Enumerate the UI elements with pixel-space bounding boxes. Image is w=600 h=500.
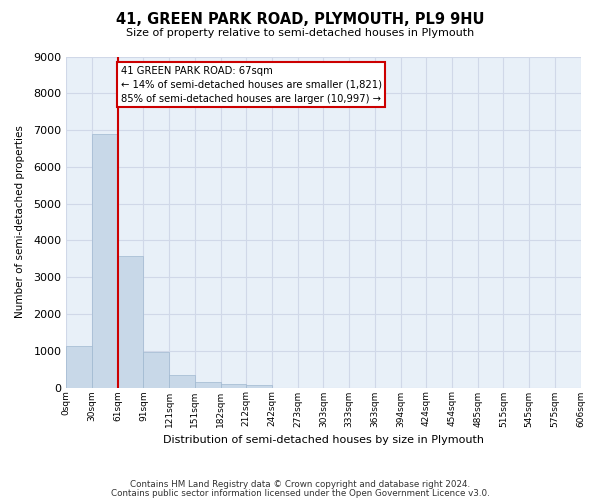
Text: Size of property relative to semi-detached houses in Plymouth: Size of property relative to semi-detach…	[126, 28, 474, 38]
Text: 41 GREEN PARK ROAD: 67sqm
← 14% of semi-detached houses are smaller (1,821)
85% : 41 GREEN PARK ROAD: 67sqm ← 14% of semi-…	[121, 66, 382, 104]
Bar	[67, 346, 92, 388]
Bar	[143, 352, 169, 388]
Bar	[195, 382, 221, 388]
Text: 41, GREEN PARK ROAD, PLYMOUTH, PL9 9HU: 41, GREEN PARK ROAD, PLYMOUTH, PL9 9HU	[116, 12, 484, 28]
Bar	[169, 376, 195, 388]
Bar	[221, 384, 246, 388]
Bar	[118, 256, 143, 388]
Text: Contains public sector information licensed under the Open Government Licence v3: Contains public sector information licen…	[110, 488, 490, 498]
X-axis label: Distribution of semi-detached houses by size in Plymouth: Distribution of semi-detached houses by …	[163, 435, 484, 445]
Bar	[246, 386, 272, 388]
Y-axis label: Number of semi-detached properties: Number of semi-detached properties	[15, 126, 25, 318]
Bar	[92, 134, 118, 388]
Text: Contains HM Land Registry data © Crown copyright and database right 2024.: Contains HM Land Registry data © Crown c…	[130, 480, 470, 489]
